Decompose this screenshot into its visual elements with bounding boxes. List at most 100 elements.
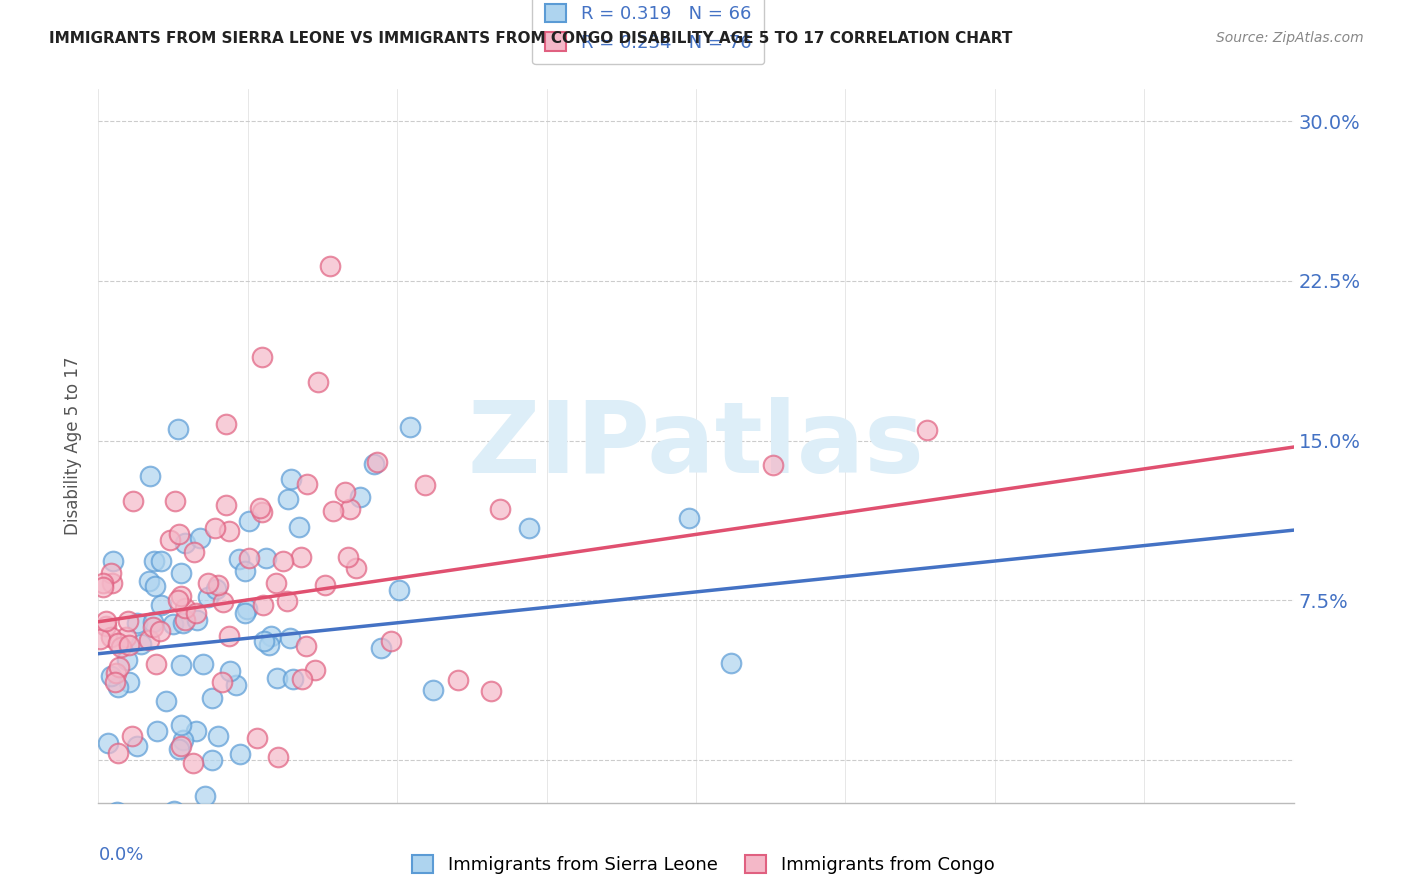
Point [489, 502, 512, 516]
Text: ZIPatlas: ZIPatlas [468, 398, 924, 494]
Point [207, 578, 229, 592]
Point [186, 724, 208, 739]
Point [201, 691, 224, 706]
Point [336, 549, 359, 564]
Point [349, 490, 371, 504]
Point [238, 551, 260, 566]
Point [205, 582, 228, 597]
Point [366, 455, 388, 469]
Point [307, 375, 329, 389]
Point [191, 657, 214, 671]
Point [131, 637, 153, 651]
Point [915, 423, 938, 437]
Point [107, 680, 129, 694]
Point [295, 477, 318, 491]
Point [422, 683, 444, 698]
Point [97, 828, 120, 842]
Point [97, 736, 120, 750]
Point [291, 672, 314, 686]
Point [283, 673, 305, 687]
Point [170, 657, 193, 672]
Point [101, 553, 124, 567]
Legend: R = 0.319   N = 66, R = 0.234   N = 76: R = 0.319 N = 66, R = 0.234 N = 76 [531, 0, 765, 64]
Point [107, 636, 129, 650]
Point [89, 632, 111, 647]
Point [218, 524, 240, 538]
Point [253, 634, 276, 648]
Point [183, 545, 205, 559]
Point [479, 684, 502, 698]
Point [107, 746, 129, 760]
Point [295, 640, 318, 654]
Point [238, 514, 260, 528]
Point [170, 589, 193, 603]
Point [105, 665, 128, 680]
Point [322, 504, 344, 518]
Point [186, 606, 208, 620]
Point [249, 501, 271, 516]
Point [225, 677, 247, 691]
Point [266, 576, 288, 591]
Point [149, 624, 172, 639]
Point [319, 260, 342, 274]
Point [233, 565, 256, 579]
Point [170, 739, 193, 753]
Point [363, 457, 385, 471]
Point [314, 578, 336, 592]
Point [207, 730, 229, 744]
Point [250, 505, 273, 519]
Point [254, 551, 277, 566]
Point [233, 607, 256, 621]
Point [204, 521, 226, 535]
Point [100, 630, 122, 644]
Point [447, 673, 470, 688]
Point [267, 750, 290, 764]
Point [170, 718, 193, 732]
Point [229, 747, 252, 761]
Point [519, 521, 541, 535]
Point [104, 674, 127, 689]
Point [280, 472, 302, 486]
Point [197, 591, 219, 605]
Text: 0.0%: 0.0% [98, 846, 143, 863]
Point [105, 805, 128, 820]
Point [186, 613, 208, 627]
Point [121, 729, 143, 743]
Point [139, 469, 162, 483]
Point [166, 593, 188, 607]
Point [114, 630, 136, 644]
Point [150, 598, 173, 612]
Point [143, 554, 166, 568]
Point [215, 498, 238, 512]
Point [100, 575, 122, 590]
Point [167, 742, 190, 756]
Point [163, 494, 186, 508]
Point [212, 594, 235, 608]
Point [228, 552, 250, 566]
Point [138, 574, 160, 588]
Point [181, 756, 204, 770]
Point [91, 575, 114, 590]
Point [720, 656, 742, 670]
Point [276, 593, 298, 607]
Point [260, 629, 283, 643]
Point [413, 477, 436, 491]
Point [271, 554, 294, 568]
Point [159, 533, 181, 547]
Point [94, 618, 117, 632]
Point [142, 615, 165, 629]
Text: Source: ZipAtlas.com: Source: ZipAtlas.com [1216, 31, 1364, 45]
Point [173, 600, 195, 615]
Point [167, 421, 190, 435]
Point [380, 633, 402, 648]
Point [94, 614, 117, 628]
Point [100, 566, 122, 581]
Point [344, 561, 367, 575]
Point [145, 579, 167, 593]
Point [197, 575, 219, 590]
Point [169, 566, 191, 580]
Point [762, 458, 785, 473]
Point [219, 664, 242, 678]
Point [398, 420, 420, 434]
Point [110, 640, 132, 655]
